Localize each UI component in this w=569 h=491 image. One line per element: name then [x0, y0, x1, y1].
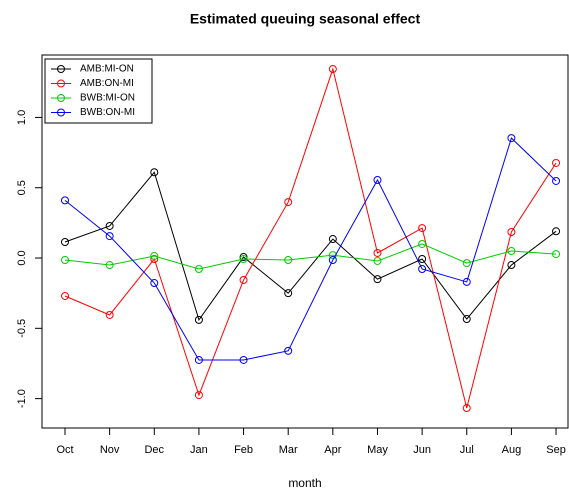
- y-tick-label: -0.5: [16, 319, 28, 338]
- series-line: [64, 137, 557, 361]
- legend-point: [57, 108, 65, 117]
- plot-frame: [41, 54, 569, 429]
- x-tick-label: Nov: [100, 444, 120, 456]
- data-point: [194, 315, 203, 324]
- legend-point: [57, 94, 65, 102]
- data-point: [328, 251, 337, 260]
- x-tick-label: Sep: [546, 444, 566, 456]
- legend-label: AMB:ON-MI: [80, 78, 134, 89]
- data-point: [418, 239, 427, 248]
- data-point: [552, 250, 561, 259]
- x-tick-label: Mar: [279, 444, 298, 456]
- data-point: [105, 221, 114, 230]
- data-point: [105, 232, 114, 241]
- data-point: [462, 404, 471, 413]
- data-point: [373, 175, 382, 184]
- data-point: [150, 168, 159, 177]
- data-point: [373, 275, 382, 284]
- x-tick-label: May: [367, 444, 388, 456]
- data-point: [462, 259, 471, 268]
- data-point: [239, 255, 248, 264]
- y-tick-label: 0.5: [16, 180, 28, 195]
- series-line: [64, 67, 557, 409]
- data-point: [150, 255, 159, 264]
- x-tick-label: Jul: [460, 444, 474, 456]
- data-point: [61, 196, 69, 205]
- series-line: [64, 243, 557, 270]
- data-point: [418, 255, 427, 264]
- data-point: [373, 248, 382, 257]
- data-point: [462, 277, 471, 286]
- data-point: [61, 255, 69, 264]
- y-tick-label: -1.0: [16, 389, 28, 408]
- data-point: [284, 255, 293, 264]
- chart-title: Estimated queuing seasonal effect: [190, 11, 421, 27]
- x-tick-label: Jan: [190, 444, 208, 456]
- data-point: [284, 346, 293, 355]
- data-point: [61, 291, 69, 300]
- x-tick-label: Dec: [144, 444, 164, 456]
- data-point: [194, 355, 203, 364]
- data-point: [418, 264, 427, 273]
- data-point: [552, 227, 561, 236]
- data-point: [194, 391, 203, 400]
- data-point: [328, 255, 337, 264]
- legend-point: [57, 65, 65, 73]
- legend-label: AMB:MI-ON: [80, 64, 134, 75]
- x-tick-label: Oct: [56, 444, 73, 456]
- data-point: [552, 176, 561, 185]
- data-point: [239, 355, 248, 364]
- data-point: [328, 235, 337, 244]
- data-point: [105, 261, 114, 270]
- data-point: [507, 261, 516, 270]
- y-tick-label: 1.0: [16, 110, 28, 125]
- data-point: [328, 65, 337, 74]
- x-tick-label: Jun: [413, 444, 431, 456]
- data-point: [150, 279, 159, 288]
- data-point: [418, 224, 427, 233]
- data-point: [284, 289, 293, 298]
- data-point: [150, 252, 159, 261]
- data-point: [507, 246, 516, 255]
- data-point: [507, 228, 516, 237]
- data-point: [373, 256, 382, 265]
- data-point: [552, 158, 561, 167]
- x-tick-label: Apr: [324, 444, 341, 456]
- legend-label: BWB:ON-MI: [80, 107, 135, 118]
- data-point: [194, 264, 203, 273]
- legend-label: BWB:MI-ON: [80, 93, 135, 104]
- legend-point: [57, 79, 65, 88]
- data-point: [284, 198, 293, 207]
- data-point: [239, 275, 248, 284]
- data-point: [239, 253, 248, 262]
- x-axis-label: month: [288, 476, 321, 490]
- series-line: [64, 171, 557, 322]
- x-tick-label: Feb: [234, 444, 253, 456]
- data-point: [61, 237, 69, 246]
- y-tick-label: 0.0: [16, 250, 28, 265]
- data-point: [507, 134, 516, 143]
- data-point: [105, 310, 114, 319]
- x-tick-label: Aug: [502, 444, 522, 456]
- data-point: [462, 315, 471, 324]
